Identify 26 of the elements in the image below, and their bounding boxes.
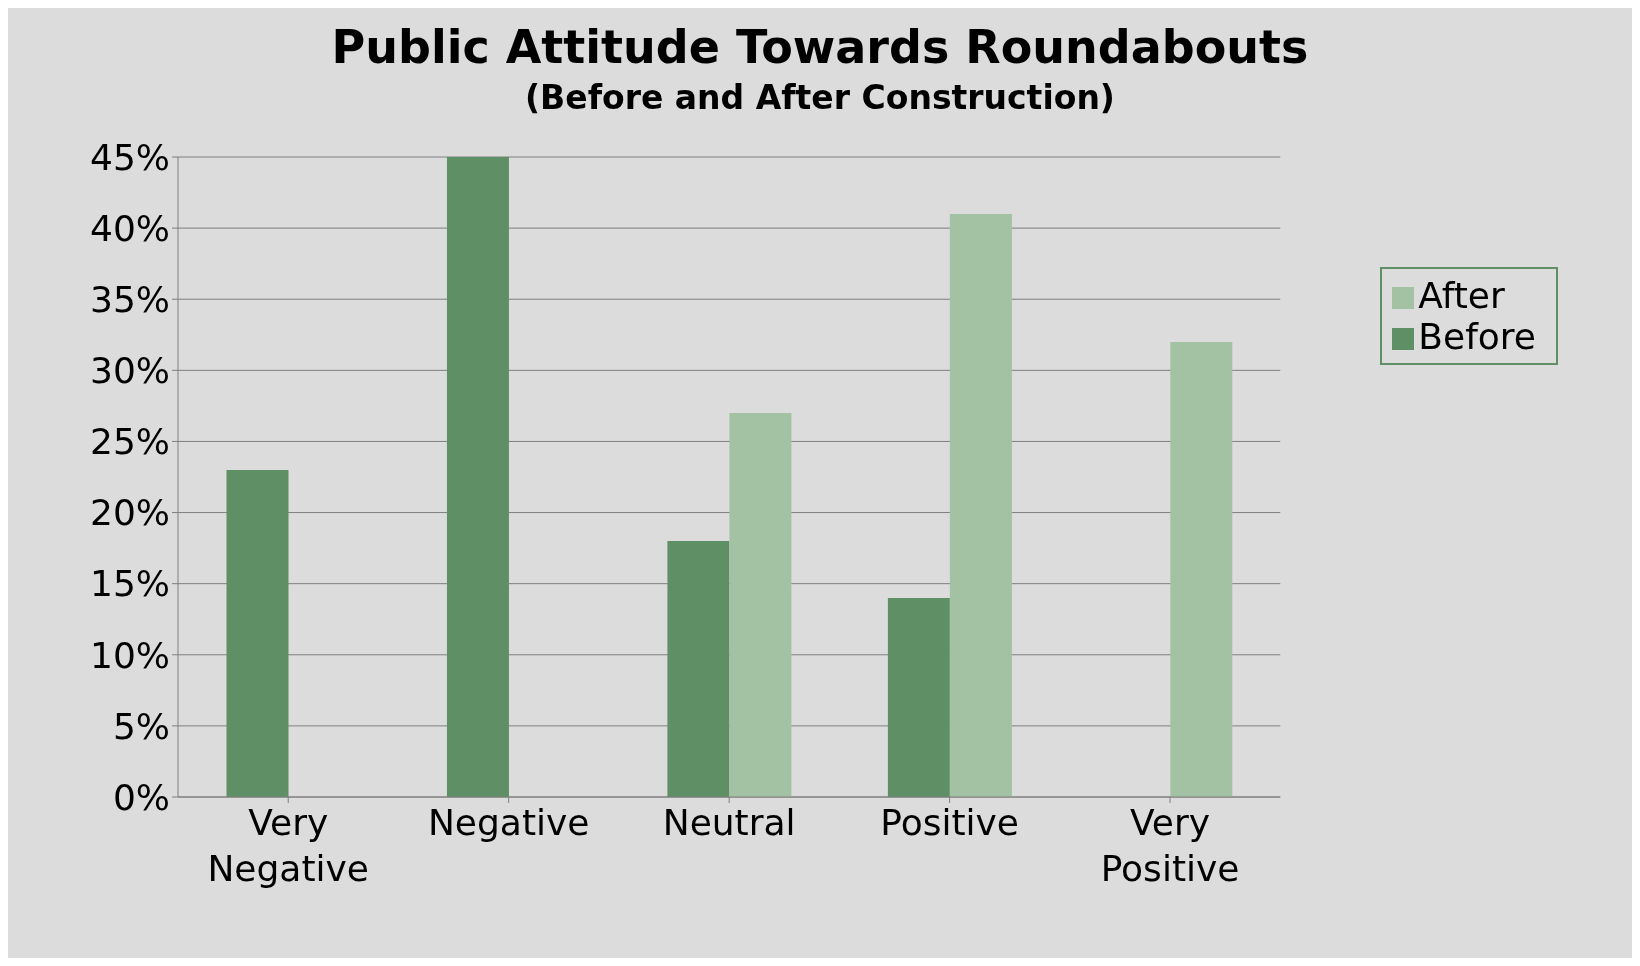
bar <box>226 469 289 797</box>
y-tick-label: 0% <box>112 776 170 818</box>
legend-label: After <box>1418 275 1505 316</box>
x-tick-label: Positive <box>880 802 1019 843</box>
x-tick-label: Negative <box>427 802 590 843</box>
y-tick-label: 5% <box>112 705 170 747</box>
chart-title: Public Attitude Towards Roundabouts <box>330 20 1310 74</box>
y-tick-label: 30% <box>89 350 170 392</box>
bar <box>446 157 509 797</box>
y-tick-label: 20% <box>89 492 170 534</box>
x-tick-label: Neutral <box>662 802 796 843</box>
legend-label: Before <box>1418 316 1536 357</box>
x-tick-label: Very Negative <box>207 802 370 889</box>
bar <box>667 541 730 797</box>
y-tick-label: 35% <box>89 279 170 320</box>
y-tick-label: 25% <box>89 421 170 463</box>
bar <box>949 213 1012 797</box>
x-tick-label: Very Positive <box>1100 802 1240 889</box>
bar <box>887 597 950 797</box>
y-tick-label: 15% <box>89 563 170 605</box>
bar <box>729 413 792 797</box>
y-tick-label: 45% <box>89 136 170 178</box>
bar <box>1170 341 1233 797</box>
y-tick-label: 40% <box>89 207 170 249</box>
y-tick-label: 10% <box>89 634 170 676</box>
chart-subtitle: (Before and After Construction) <box>524 78 1116 117</box>
